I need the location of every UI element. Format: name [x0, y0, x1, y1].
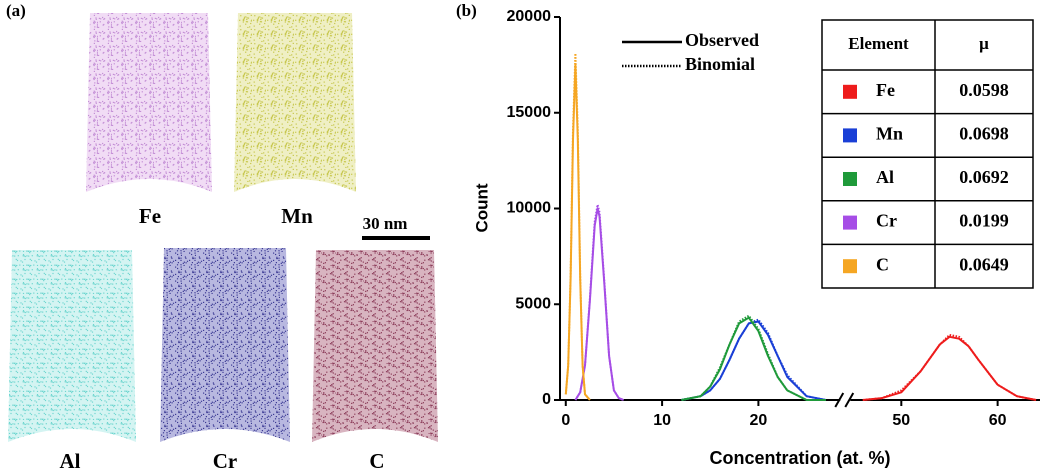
- legend-swatch: [843, 128, 857, 143]
- table-mu: 0.0199: [959, 211, 1009, 231]
- legend-swatch: [843, 215, 857, 230]
- observed-line: [574, 207, 624, 401]
- observed-line: [681, 316, 826, 401]
- table-mu: 0.0692: [959, 167, 1009, 187]
- axis-break: [834, 392, 845, 408]
- y-tick-label: 5000: [515, 295, 551, 312]
- observed-line: [862, 335, 1037, 401]
- table-mu: 0.0598: [959, 80, 1009, 100]
- observed-line: [681, 320, 826, 401]
- map-label: Cr: [213, 449, 238, 473]
- atom-map: [8, 250, 136, 442]
- x-axis-label: Concentration (at. %): [709, 448, 890, 468]
- table-mu: 0.0649: [959, 254, 1009, 274]
- table-element: Al: [876, 167, 894, 187]
- table-header: μ: [979, 34, 989, 53]
- panel-label: (a): [6, 1, 26, 20]
- legend-label: Observed: [685, 30, 759, 50]
- axis-break: [844, 392, 855, 408]
- atom-map: [312, 250, 438, 442]
- table-element: C: [876, 254, 889, 274]
- table-header: Element: [848, 34, 909, 53]
- binomial-line: [681, 314, 826, 401]
- x-tick-label: 50: [892, 412, 910, 429]
- y-tick-label: 20000: [507, 8, 552, 25]
- table-mu: 0.0698: [959, 124, 1009, 144]
- panel-label: (b): [456, 1, 477, 20]
- binomial-line: [862, 333, 1037, 401]
- binomial-line: [681, 318, 826, 401]
- x-tick-label: 0: [561, 412, 570, 429]
- atom-map: [160, 248, 290, 442]
- legend-label: Binomial: [685, 54, 755, 74]
- x-tick-label: 10: [653, 412, 671, 429]
- y-tick-label: 0: [542, 391, 551, 408]
- chart: 0 5000 10000 15000 20000 0 10 20 50 60 Observed Bin…: [507, 8, 1040, 429]
- map-label: Fe: [139, 204, 161, 228]
- table-element: Cr: [876, 211, 897, 231]
- y-tick-label: 15000: [507, 104, 552, 121]
- x-tick-label: 60: [989, 412, 1007, 429]
- atom-map: [86, 13, 212, 192]
- table-element: Fe: [876, 80, 895, 100]
- legend-swatch: [843, 84, 857, 99]
- x-tick-label: 20: [750, 412, 768, 429]
- observed-line: [564, 63, 591, 401]
- map-label: Al: [60, 449, 81, 473]
- atom-map: [234, 13, 356, 192]
- map-label: Mn: [281, 204, 313, 228]
- table-element: Mn: [876, 124, 903, 144]
- y-tick-label: 10000: [507, 200, 552, 217]
- y-axis-label: Count: [472, 183, 491, 232]
- atom-maps: Fe Mn Al Cr C: [8, 13, 438, 473]
- legend-swatch: [843, 172, 857, 186]
- scale-bar-label: 30 nm: [363, 214, 408, 233]
- table-frame: [821, 19, 1034, 289]
- legend-swatch: [843, 259, 857, 274]
- map-label: C: [369, 449, 384, 473]
